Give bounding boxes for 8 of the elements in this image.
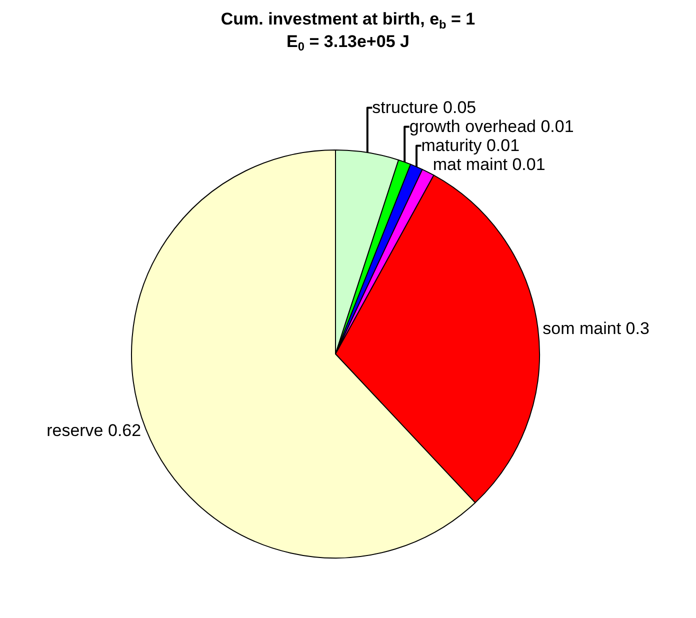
slice-label: reserve 0.62 (46, 420, 142, 440)
slice-label: maturity 0.01 (421, 136, 520, 156)
slice-label: mat maint 0.01 (432, 155, 546, 174)
chart-title: Cum. investment at birth, e$_{b}$ = 1 (220, 10, 476, 32)
slice-label: growth overhead 0.01 (409, 117, 574, 136)
slice-label: som maint 0.3 (542, 318, 650, 338)
chart-subtitle: E$_{0}$ = 3.13e+05 J (286, 32, 410, 54)
slice-label: structure 0.05 (372, 98, 476, 118)
